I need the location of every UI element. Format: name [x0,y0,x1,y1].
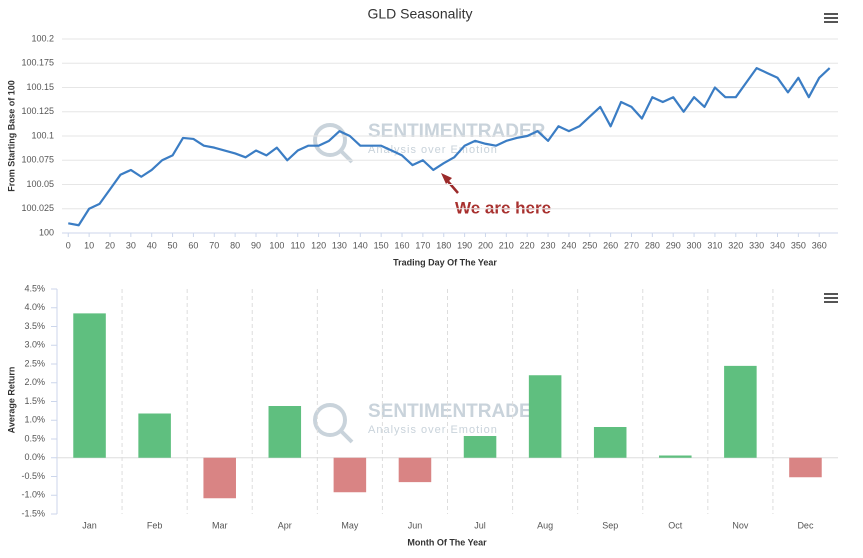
bar [73,313,106,458]
y-tick-label: 0.0% [24,452,45,462]
bar [138,413,171,458]
x-axis-title: Trading Day Of The Year [393,257,497,267]
bar [593,427,627,458]
x-tick-label: 50 [168,240,178,250]
x-tick-label: Jul [474,520,486,530]
watermark: SENTIMENTRADER [368,121,546,142]
x-tick-label: Nov [732,520,749,530]
bar [333,457,367,493]
x-tick-label: 120 [311,240,326,250]
y-tick-label: 100.125 [21,106,54,116]
line-series [68,67,831,227]
x-tick-label: 270 [624,240,639,250]
x-tick-label: 80 [230,240,240,250]
x-tick-label: Jan [82,520,97,530]
x-tick-label: Oct [668,520,683,530]
x-tick-label: 10 [84,240,94,250]
y-tick-label: 2.0% [24,377,45,387]
y-axis-title: Average Return [6,367,16,434]
x-tick-label: 320 [728,240,743,250]
y-tick-label: 100.025 [21,203,54,213]
y-tick-label: 100.175 [21,58,54,68]
y-tick-label: 100 [39,227,54,237]
x-tick-label: Apr [278,520,292,530]
x-tick-label: Dec [797,520,814,530]
x-tick-label: 0 [66,240,71,250]
x-tick-label: 20 [105,240,115,250]
x-tick-label: 170 [415,240,430,250]
y-tick-label: 100.075 [21,155,54,165]
bar [203,457,236,499]
x-tick-label: 90 [251,240,261,250]
y-tick-label: 3.0% [24,340,45,350]
menu-icon[interactable] [824,13,838,303]
x-tick-label: 30 [126,240,136,250]
y-tick-label: 100.2 [31,33,54,43]
bar [528,375,562,458]
x-tick-label: 250 [582,240,597,250]
y-axis-title: From Starting Base of 100 [6,80,16,192]
x-tick-label: 190 [457,240,472,250]
x-tick-label: 240 [561,240,576,250]
y-tick-label: 4.0% [24,302,45,312]
watermark-tagline: Analysis over Emotion [368,424,498,436]
annotation: We are here [455,198,551,217]
y-tick-label: 0.5% [24,433,45,443]
x-tick-label: 200 [478,240,493,250]
y-tick-label: 4.5% [24,283,45,293]
x-tick-label: 130 [332,240,347,250]
x-tick-label: 300 [687,240,702,250]
x-tick-label: 350 [791,240,806,250]
y-tick-label: 1.5% [24,396,45,406]
y-tick-label: 3.5% [24,321,45,331]
x-tick-label: Jun [408,520,423,530]
x-tick-label: 330 [749,240,764,250]
x-tick-label: Aug [537,520,553,530]
bar [659,455,692,458]
watermark: SENTIMENTRADER [368,401,546,422]
bar [463,436,497,458]
x-tick-label: Feb [147,520,163,530]
y-tick-label: -0.5% [21,471,45,481]
x-tick-label: 60 [188,240,198,250]
x-tick-label: 180 [436,240,451,250]
y-tick-label: 100.05 [26,179,54,189]
bar [268,406,302,458]
y-tick-label: -1.0% [21,490,45,500]
bar [789,457,822,478]
x-tick-label: 220 [520,240,535,250]
x-tick-label: 280 [645,240,660,250]
bar [398,457,432,483]
x-tick-label: May [341,520,359,530]
y-tick-label: 100.1 [31,130,54,140]
x-tick-label: 360 [812,240,827,250]
x-tick-label: 150 [374,240,389,250]
y-tick-label: 100.15 [26,82,54,92]
annotation-arrow [441,173,459,194]
y-tick-label: 2.5% [24,358,45,368]
x-tick-label: 140 [353,240,368,250]
bar [724,365,757,458]
watermark-logo [313,123,354,444]
x-tick-label: 110 [291,240,305,250]
x-tick-label: 290 [666,240,681,250]
x-tick-label: 230 [541,240,556,250]
x-tick-label: 40 [147,240,157,250]
watermark-tagline: Analysis over Emotion [368,144,498,156]
x-tick-label: 260 [603,240,618,250]
x-tick-label: 310 [707,240,722,250]
x-tick-label: 100 [269,240,284,250]
x-tick-label: 340 [770,240,785,250]
x-tick-label: Sep [602,520,618,530]
x-tick-label: 210 [499,240,514,250]
chart-title: GLD Seasonality [367,6,472,22]
x-tick-label: Mar [212,520,228,530]
y-tick-label: -1.5% [21,508,45,518]
x-tick-label: 160 [395,240,410,250]
y-tick-label: 1.0% [24,415,45,425]
x-axis-title: Month Of The Year [407,537,487,547]
x-tick-label: 70 [209,240,219,250]
